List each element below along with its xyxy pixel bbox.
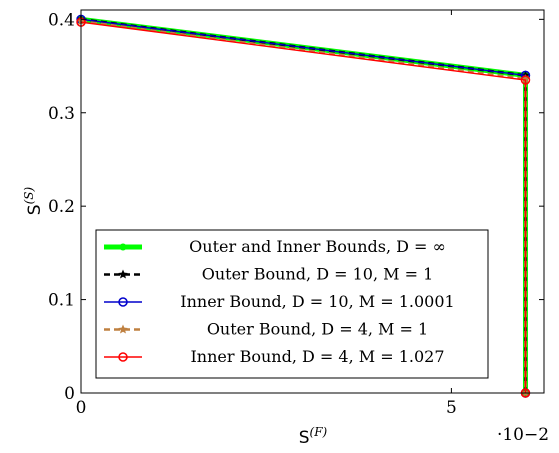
legend-marker-1: [119, 243, 127, 251]
y-tick-label: 0.1: [48, 291, 75, 311]
y-tick-label: 0.3: [48, 104, 75, 124]
legend-marker-3: [118, 297, 128, 307]
legend-entry-3: Inner Bound, D = 10, M = 1.0001: [180, 292, 454, 311]
y-axis-label: S(S): [22, 186, 45, 215]
legend-entry-2: Outer Bound, D = 10, M = 1: [202, 265, 434, 284]
series-4-point: [520, 74, 531, 84]
x-tick-label: 5: [446, 398, 457, 418]
legend-entry-1: Outer and Inner Bounds, D = ∞: [189, 237, 446, 256]
y-tick-label: 0.2: [48, 197, 75, 217]
y-tick-label: 0: [64, 384, 75, 404]
x-scale-label: ·10−2: [497, 425, 549, 445]
legend-marker-5: [118, 352, 128, 362]
legend-marker-2: [118, 269, 128, 279]
legend-marker-4: [118, 324, 128, 334]
legend-entry-5: Inner Bound, D = 4, M = 1.027: [190, 347, 444, 366]
x-axis-label: S(F): [299, 425, 328, 448]
y-tick-label: 0.4: [48, 10, 75, 30]
legend-box: [95, 229, 489, 379]
legend-entry-4: Outer Bound, D = 4, M = 1: [207, 320, 428, 339]
x-tick-label: 0: [76, 398, 87, 418]
series-line-5: [80, 21, 527, 393]
legend: Outer and Inner Bounds, D = ∞ Outer Bound…: [95, 229, 489, 379]
series-5-point: [520, 75, 531, 85]
plot-frame: [80, 9, 545, 394]
axis-ticks: 0 0.1 0.2 0.3 0.4 0 5: [48, 10, 544, 418]
